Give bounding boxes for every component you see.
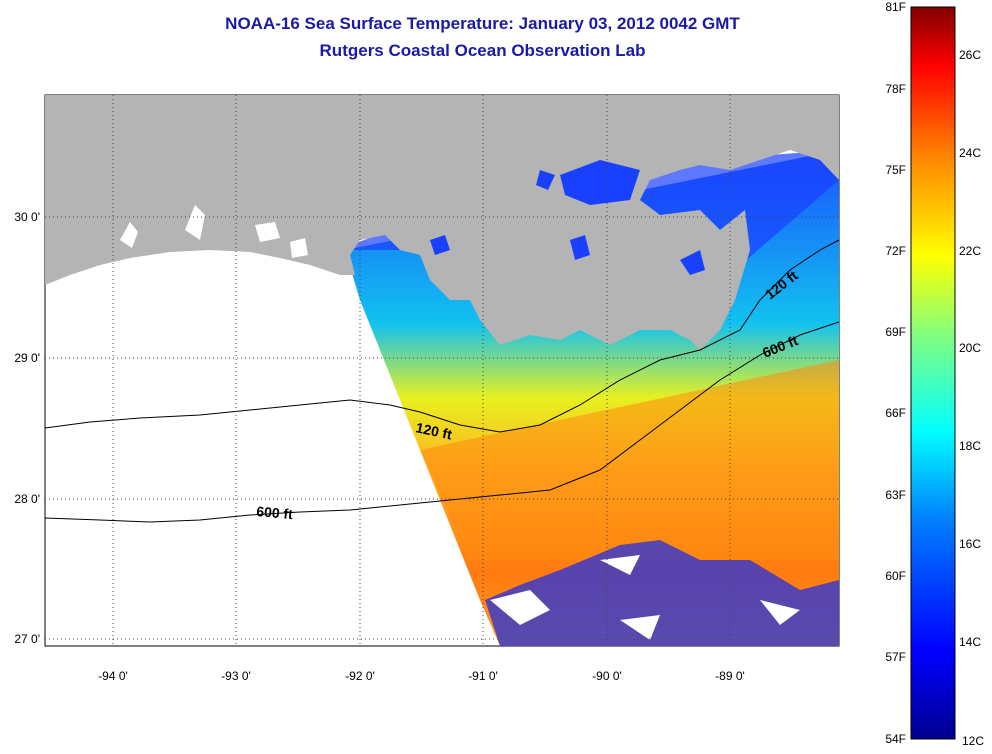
cb-c-22: 22C	[959, 244, 981, 258]
cb-f-75: 75F	[885, 163, 906, 177]
lat-label-27: 27 0'	[14, 632, 40, 646]
lakes	[120, 205, 308, 258]
cb-f-72: 72F	[885, 244, 906, 258]
map-subtitle: Rutgers Coastal Ocean Observation Lab	[319, 41, 646, 60]
lon-label-90: -90 0'	[592, 669, 622, 683]
cb-f-63: 63F	[885, 488, 906, 502]
lat-label-30: 30 0'	[14, 210, 40, 224]
map-title: NOAA-16 Sea Surface Temperature: January…	[225, 14, 740, 33]
cb-f-78: 78F	[885, 82, 906, 96]
sst-swath-warm	[420, 360, 839, 560]
lon-label-93: -93 0'	[221, 669, 251, 683]
land-mass	[45, 95, 839, 350]
lat-label-28: 28 0'	[14, 492, 40, 506]
contour-600ft	[45, 321, 839, 523]
lon-label-89: -89 0'	[715, 669, 745, 683]
cb-f-57: 57F	[885, 650, 906, 664]
cb-c-20: 20C	[959, 341, 981, 355]
cb-c-14: 14C	[959, 635, 981, 649]
lon-label-91: -91 0'	[468, 669, 498, 683]
cb-f-54: 54F	[885, 732, 906, 746]
cb-c-16: 16C	[959, 537, 981, 551]
contour-label-120ft-west: 120 ft	[414, 419, 453, 442]
cb-c-26: 26C	[959, 48, 981, 62]
cb-c-18: 18C	[959, 439, 981, 453]
cb-f-81: 81F	[885, 0, 906, 14]
lon-label-94: -94 0'	[98, 669, 128, 683]
cb-f-60: 60F	[885, 569, 906, 583]
cloud-nodata	[485, 540, 839, 646]
cb-f-69: 69F	[885, 325, 906, 339]
lat-label-29: 29 0'	[14, 351, 40, 365]
graticule	[45, 95, 839, 646]
colorbar	[910, 6, 956, 740]
cb-c-24: 24C	[959, 146, 981, 160]
lon-label-92: -92 0'	[345, 669, 375, 683]
cb-c-12: 12C	[962, 734, 984, 748]
cloud-white-patches	[490, 555, 800, 640]
contour-120ft	[45, 239, 839, 433]
cb-f-66: 66F	[885, 406, 906, 420]
contour-label-600ft-west: 600 ft	[256, 503, 294, 522]
inland-water	[430, 160, 705, 275]
